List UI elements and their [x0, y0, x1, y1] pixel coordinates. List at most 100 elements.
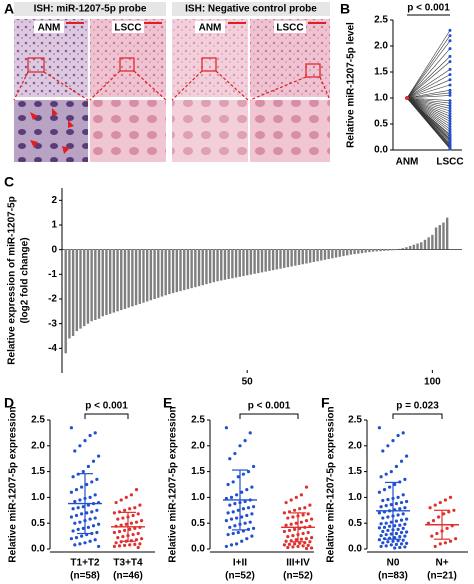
dot	[240, 539, 244, 543]
pair-line	[406, 97, 451, 101]
dot	[138, 503, 142, 507]
dot	[134, 488, 139, 492]
dot	[403, 506, 407, 510]
end-point	[448, 117, 452, 121]
bar	[320, 249, 323, 261]
dot	[138, 542, 142, 546]
dot	[228, 525, 232, 529]
dot	[401, 526, 405, 530]
dot	[294, 521, 298, 525]
dot	[381, 498, 385, 503]
dot	[121, 516, 125, 520]
dot	[405, 541, 409, 545]
dot	[396, 433, 400, 438]
dot	[224, 496, 228, 501]
y-tick-label: 1.0	[191, 492, 205, 503]
dot	[291, 545, 295, 549]
dot	[85, 511, 89, 515]
dot	[97, 522, 101, 526]
dot	[304, 519, 309, 523]
dot	[379, 522, 383, 526]
dot	[238, 444, 242, 448]
dot	[97, 454, 101, 458]
bar	[305, 249, 308, 264]
dot	[93, 538, 97, 542]
end-point	[448, 60, 452, 64]
dot	[224, 544, 228, 549]
dot	[377, 511, 381, 515]
y-tick-label: -3	[48, 318, 57, 329]
dot	[241, 472, 245, 476]
dot	[282, 511, 286, 515]
bar	[134, 249, 138, 306]
dot	[301, 531, 305, 536]
pair-line	[406, 97, 451, 112]
dot	[386, 540, 390, 544]
dot	[377, 426, 381, 430]
bar	[234, 249, 238, 278]
dot	[91, 459, 96, 463]
dot	[284, 500, 288, 505]
dot	[381, 516, 385, 520]
dot	[88, 517, 92, 521]
end-point	[448, 83, 452, 87]
dot	[379, 505, 383, 509]
pair-line	[406, 97, 451, 109]
y-tick-label: 0.5	[31, 518, 45, 529]
dot	[229, 517, 234, 521]
dot	[245, 537, 249, 541]
bar	[397, 248, 401, 250]
y-tick-label: 2.0	[31, 440, 45, 451]
dot	[394, 501, 398, 506]
dot	[399, 459, 404, 463]
dot	[389, 470, 393, 474]
dot	[129, 493, 133, 497]
end-point	[448, 73, 452, 77]
micrograph	[90, 100, 166, 162]
dot	[114, 500, 118, 505]
dot	[284, 523, 288, 527]
dot	[124, 522, 128, 526]
dot	[405, 454, 409, 458]
bar	[438, 225, 441, 250]
bar	[405, 247, 408, 250]
pair-line	[406, 97, 451, 125]
dot	[134, 520, 139, 524]
annotation: p < 0.001	[407, 3, 450, 14]
dot	[394, 519, 398, 523]
dot	[393, 536, 397, 540]
bar	[138, 249, 141, 304]
bar	[375, 249, 379, 252]
y-tick-label: 0.5	[348, 518, 362, 529]
dot	[123, 543, 127, 547]
dot	[433, 544, 437, 549]
dot	[286, 516, 290, 520]
bar	[238, 249, 241, 277]
dot	[284, 539, 288, 543]
bar	[283, 249, 286, 268]
label-bg	[195, 21, 225, 33]
dot	[93, 516, 97, 520]
dot	[136, 545, 140, 550]
pair-line	[406, 48, 451, 99]
bar	[171, 249, 175, 294]
bar	[149, 249, 153, 301]
dot	[231, 510, 235, 514]
dot	[405, 499, 409, 504]
x-tick-label: I+II	[233, 558, 247, 569]
dot	[433, 503, 437, 507]
dot	[438, 542, 442, 546]
bar	[175, 249, 179, 293]
y-tick-label: -2	[48, 294, 57, 305]
x-tick-label: N+	[435, 558, 448, 569]
dot	[80, 534, 84, 538]
panel-label: F	[321, 395, 330, 411]
bracket	[239, 413, 299, 419]
dot	[226, 532, 230, 537]
bar	[308, 249, 312, 263]
dot	[86, 503, 90, 507]
dot	[250, 485, 254, 489]
bar	[116, 249, 119, 312]
dot	[119, 523, 123, 527]
dot	[308, 503, 312, 507]
